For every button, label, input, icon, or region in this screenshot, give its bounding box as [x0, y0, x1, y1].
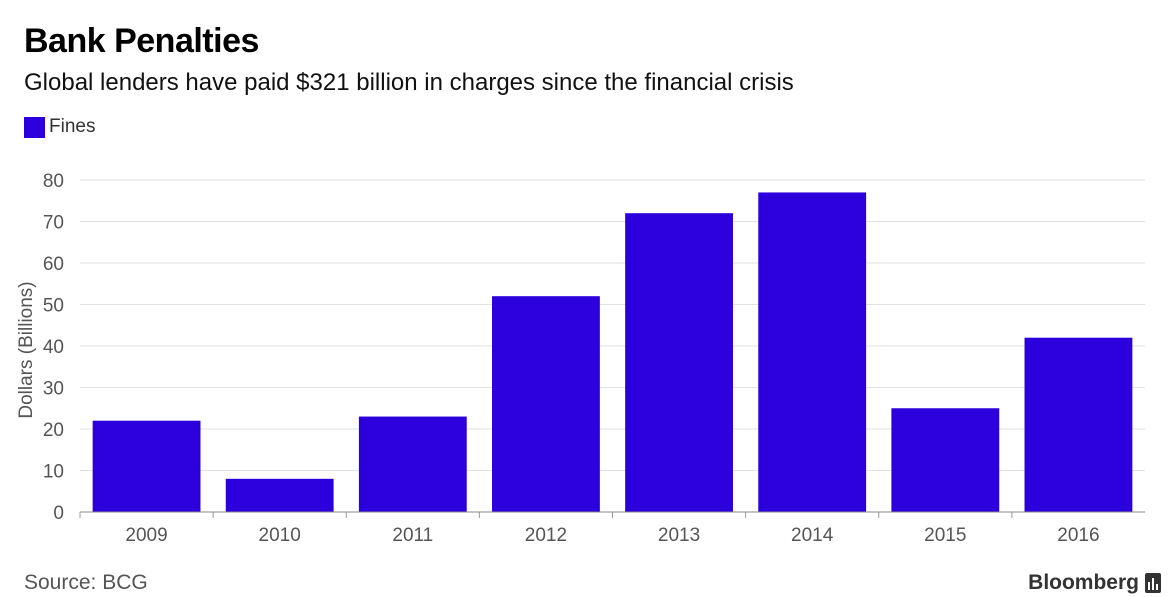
bar-2015: [891, 408, 1000, 512]
y-tick-label: 40: [43, 337, 64, 358]
x-tick-label: 2009: [125, 525, 167, 546]
bar-2010: [225, 478, 334, 512]
bars: [92, 192, 1133, 512]
bar-2016: [1024, 337, 1133, 512]
x-tick-label: 2012: [525, 525, 567, 546]
x-tick-label: 2015: [924, 525, 966, 546]
legend: Fines: [24, 116, 95, 138]
y-tick-label: 80: [43, 171, 64, 192]
x-tick-label: 2010: [259, 525, 301, 546]
y-tick-label: 10: [43, 462, 64, 483]
x-axis-ticks: 2009 2010 2011 2012 2013 2014 2015 2016: [79, 512, 1100, 546]
bar-2012: [492, 296, 600, 512]
bar-2014: [758, 192, 867, 512]
y-axis-ticks: 0 10 20 30 40 50 60 70 80: [43, 171, 64, 524]
y-tick-label: 30: [43, 379, 64, 400]
legend-swatch: [24, 116, 45, 138]
y-tick-label: 20: [43, 420, 64, 441]
x-tick-label: 2011: [392, 525, 433, 546]
y-tick-label: 70: [43, 213, 64, 234]
brand-logo: Bloomberg: [1028, 571, 1161, 595]
chart-title: Bank Penalties: [24, 22, 259, 60]
source-note: Source: BCG: [24, 571, 148, 594]
y-tick-label: 60: [43, 254, 64, 275]
x-tick-label: 2013: [658, 525, 700, 546]
x-tick-label: 2016: [1057, 525, 1099, 546]
brand-name: Bloomberg: [1028, 571, 1139, 594]
bar-2011: [358, 416, 467, 512]
y-tick-label: 50: [43, 296, 64, 317]
bloomberg-chart-icon: [1145, 573, 1161, 593]
y-axis-title: Dollars (Billions): [16, 281, 37, 418]
bar-2013: [625, 213, 733, 512]
y-tick-label: 0: [53, 503, 64, 524]
chart-subtitle: Global lenders have paid $321 billion in…: [24, 69, 794, 96]
legend-label: Fines: [49, 116, 96, 137]
bar-2009: [92, 420, 201, 512]
x-tick-label: 2014: [791, 525, 834, 546]
